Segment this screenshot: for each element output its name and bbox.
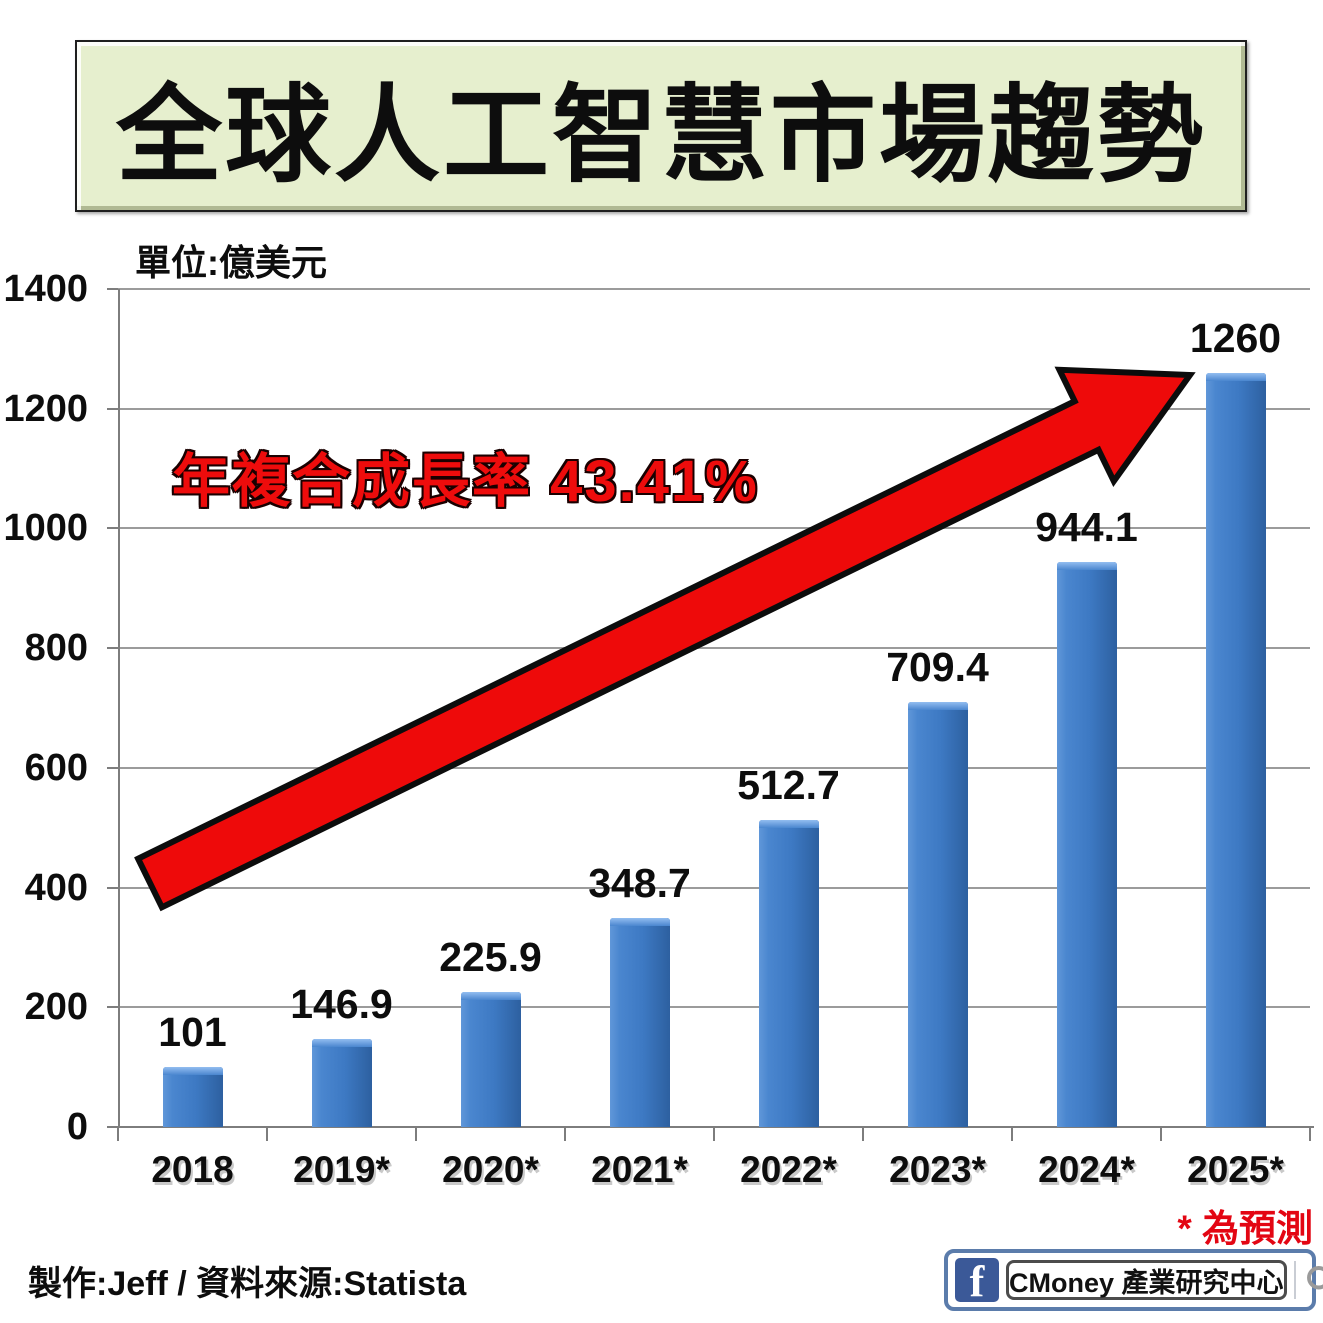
x-axis-tick-5 — [862, 1127, 864, 1141]
y-axis-tick-1000 — [107, 527, 118, 530]
bar-2020 — [460, 991, 521, 1127]
facebook-icon: f — [955, 1258, 999, 1302]
x-axis-tick-0 — [117, 1127, 119, 1141]
bar-value-label-2018: 101 — [158, 1008, 227, 1055]
x-axis-tick-4 — [713, 1127, 715, 1141]
y-axis-tick-0 — [107, 1126, 118, 1128]
forecast-footnote: * 為預測 — [1177, 1208, 1313, 1249]
y-axis-tick-1200 — [107, 407, 118, 410]
cagr-annotation: 年複合成長率 43.41% — [172, 449, 759, 514]
bar-value-label-2021: 348.7 — [588, 860, 691, 907]
bar-2021 — [609, 918, 670, 1127]
bar-value-label-2025: 1260 — [1189, 314, 1282, 361]
x-axis-tick-8 — [1309, 1127, 1311, 1141]
bar-bevel-highlight — [460, 991, 521, 1000]
facebook-banner: f CMoney 產業研究中心 — [944, 1249, 1323, 1311]
bar-bevel-highlight — [1056, 561, 1117, 570]
x-axis-tick-2 — [415, 1127, 417, 1141]
bar-2023 — [907, 702, 968, 1127]
y-axis-label-800: 800 — [24, 627, 88, 670]
gridline-1400 — [118, 288, 1310, 290]
magnifier-icon — [1306, 1266, 1323, 1290]
x-axis-label-2019: 2019* — [293, 1149, 390, 1190]
x-axis-label-2025: 2025* — [1187, 1149, 1284, 1190]
title-banner: 全球人工智慧市場趨勢 — [75, 40, 1247, 212]
y-axis-label-200: 200 — [24, 986, 88, 1029]
x-axis-label-2023: 2023* — [889, 1149, 986, 1190]
search-divider — [1293, 1261, 1296, 1299]
bar-value-label-2020: 225.9 — [439, 933, 542, 980]
y-axis-label-1400: 1400 — [3, 268, 88, 310]
gridline-200 — [118, 1006, 1310, 1009]
gridline-400 — [118, 886, 1310, 889]
bar-2024 — [1056, 561, 1117, 1127]
gridline-1200 — [118, 407, 1310, 410]
y-axis-label-600: 600 — [24, 746, 88, 789]
gridline-800 — [118, 647, 1310, 650]
y-axis-tick-800 — [107, 647, 118, 650]
x-axis-tick-3 — [564, 1127, 566, 1141]
bar-2022 — [758, 820, 819, 1127]
y-axis-label-1200: 1200 — [3, 387, 88, 430]
bar-2018 — [162, 1066, 223, 1127]
bar-bevel-highlight — [1205, 372, 1266, 381]
y-axis-label-1000: 1000 — [3, 507, 88, 550]
x-axis-tick-7 — [1160, 1127, 1162, 1141]
x-axis-tick-1 — [266, 1127, 268, 1141]
y-axis-line — [118, 289, 120, 1127]
x-axis-label-2018: 2018 — [151, 1149, 234, 1190]
unit-label: 單位:億美元 — [135, 242, 327, 283]
bar-bevel-highlight — [758, 820, 819, 829]
bar-bevel-highlight — [311, 1039, 372, 1048]
y-axis-tick-200 — [107, 1006, 118, 1009]
facebook-page-name: CMoney 產業研究中心 — [1006, 1260, 1287, 1300]
credit-text: 製作:Jeff / 資料來源:Statista — [28, 1265, 467, 1303]
page-title: 全球人工智慧市場趨勢 — [116, 77, 1206, 195]
x-axis-line — [118, 1126, 1314, 1128]
bar-bevel-highlight — [162, 1066, 223, 1075]
bar-bevel-highlight — [609, 918, 670, 927]
bar-value-label-2023: 709.4 — [886, 644, 989, 691]
bar-2025 — [1205, 372, 1266, 1127]
y-axis-label-400: 400 — [24, 866, 88, 909]
x-axis-tick-6 — [1011, 1127, 1013, 1141]
bar-bevel-highlight — [907, 702, 968, 711]
bar-value-label-2022: 512.7 — [737, 762, 840, 809]
y-axis-tick-400 — [107, 886, 118, 889]
bar-value-label-2024: 944.1 — [1035, 503, 1138, 550]
bar-value-label-2019: 146.9 — [290, 981, 393, 1028]
bar-2019 — [311, 1039, 372, 1127]
y-axis-tick-1400 — [107, 288, 118, 290]
y-axis-label-0: 0 — [66, 1106, 88, 1148]
gridline-600 — [118, 766, 1310, 769]
x-axis-label-2022: 2022* — [740, 1149, 837, 1190]
x-axis-label-2024: 2024* — [1038, 1149, 1135, 1190]
y-axis-tick-600 — [107, 766, 118, 769]
x-axis-label-2020: 2020* — [442, 1149, 539, 1190]
x-axis-label-2021: 2021* — [591, 1149, 688, 1190]
